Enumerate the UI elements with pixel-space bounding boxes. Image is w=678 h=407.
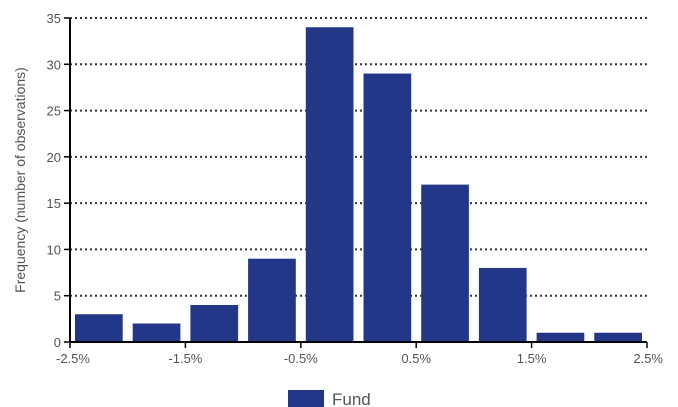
bar-3 (248, 258, 296, 342)
x-tick-label-2: -0.5% (284, 351, 318, 366)
bar-4 (305, 27, 354, 343)
grid-lines (70, 17, 647, 297)
y-tick-labels: 0 5 10 15 20 25 30 35 (47, 11, 61, 350)
bar-6 (421, 184, 469, 342)
x-tick-label-4: 1.5% (517, 351, 547, 366)
y-tick-label-10: 10 (47, 242, 61, 257)
x-tick-label-1: -1.5% (168, 351, 202, 366)
legend: Fund (288, 390, 371, 407)
bar-7 (478, 267, 527, 342)
x-tick-labels: -2.5% -1.5% -0.5% 0.5% 1.5% 2.5% (56, 351, 663, 366)
y-tick-label-5: 5 (54, 289, 61, 304)
bar-1 (132, 323, 181, 342)
bar-2 (190, 304, 239, 342)
y-tick-label-30: 30 (47, 57, 61, 72)
legend-label-fund: Fund (332, 390, 371, 407)
y-tick-label-0: 0 (54, 335, 61, 350)
y-axis-title: Frequency (number of observations) (12, 67, 28, 293)
bar-9 (594, 332, 642, 342)
bar-5 (363, 73, 412, 343)
bar-0 (75, 314, 123, 342)
legend-swatch-fund (288, 390, 324, 407)
bars (75, 27, 642, 343)
x-tick-label-0: -2.5% (56, 351, 90, 366)
y-tick-label-15: 15 (47, 196, 61, 211)
y-tick-label-35: 35 (47, 11, 61, 26)
x-tick-label-5: 2.5% (633, 351, 663, 366)
bar-8 (536, 332, 585, 342)
y-tick-label-25: 25 (47, 104, 61, 119)
x-tick-label-3: 0.5% (401, 351, 431, 366)
y-tick-label-20: 20 (47, 150, 61, 165)
axes (64, 17, 648, 348)
